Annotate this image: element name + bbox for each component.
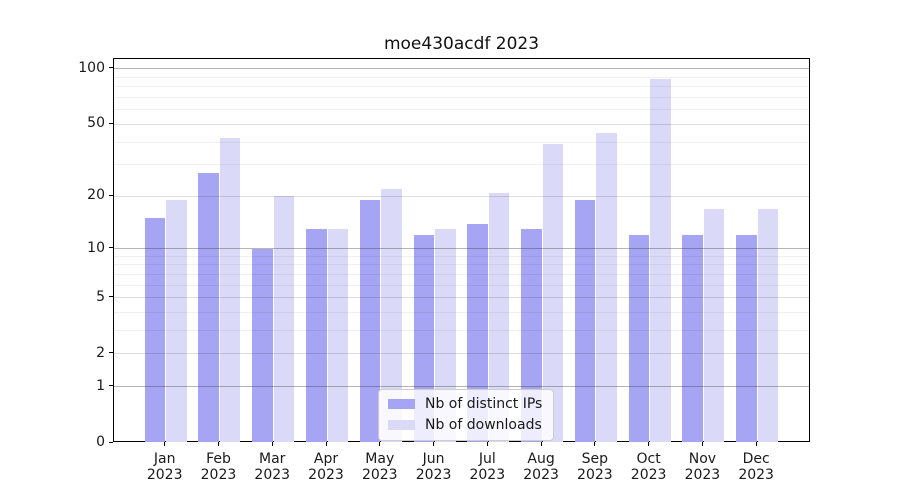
y-tick-label-1: 1: [96, 377, 105, 394]
bar-nb-of-distinct-ips-mar-2023: [252, 248, 273, 442]
legend-item-distinct-ips: Nb of distinct IPs: [388, 395, 542, 413]
x-tick-mark-aug: [540, 442, 542, 446]
y-tick-label-5: 5: [96, 288, 105, 305]
x-tick-label-jul-2023: Jul 2023: [469, 451, 506, 483]
legend-label-downloads: Nb of downloads: [425, 417, 542, 433]
gridline-70: [114, 97, 809, 99]
gridline-6: [114, 284, 809, 286]
gridline-7: [114, 273, 809, 275]
x-tick-label-apr-2023: Apr 2023: [308, 451, 344, 483]
x-tick-label-may-2023: May 2023: [361, 451, 398, 483]
x-tick-label-nov-2023: Nov 2023: [684, 451, 721, 483]
gridline-10: [114, 248, 809, 250]
bar-nb-of-distinct-ips-nov-2023: [682, 235, 703, 442]
bar-nb-of-distinct-ips-apr-2023: [306, 229, 327, 442]
grid-layer: [114, 59, 809, 441]
y-tick-mark-1: [109, 385, 113, 387]
downloads-swatch-icon: [388, 420, 415, 430]
bar-nb-of-distinct-ips-dec-2023: [736, 235, 757, 442]
chart-title: moe430acdf 2023: [383, 34, 540, 54]
gridline-60: [114, 109, 809, 111]
gridline-80: [114, 86, 809, 88]
bar-nb-of-downloads-jul-2023: [488, 192, 510, 442]
gridline-3: [114, 330, 809, 332]
bar-nb-of-downloads-may-2023: [381, 188, 402, 442]
bar-nb-of-downloads-mar-2023: [273, 196, 295, 442]
x-tick-mark-mar: [271, 442, 273, 446]
x-tick-mark-feb: [217, 442, 219, 446]
y-tick-label-50: 50: [87, 115, 105, 132]
x-tick-label-aug-2023: Aug 2023: [523, 451, 559, 483]
bar-nb-of-distinct-ips-jul-2023: [467, 223, 488, 442]
legend-label-distinct-ips: Nb of distinct IPs: [425, 396, 543, 412]
gridline-1: [114, 386, 809, 388]
x-tick-label-mar-2023: Mar 2023: [254, 451, 291, 483]
y-tick-mark-5: [109, 296, 113, 298]
gridline-20: [114, 195, 809, 197]
gridline-2: [114, 353, 809, 355]
bar-nb-of-downloads-nov-2023: [703, 208, 725, 442]
bar-nb-of-distinct-ips-feb-2023: [198, 172, 219, 442]
bar-nb-of-distinct-ips-may-2023: [359, 200, 381, 442]
x-tick-label-feb-2023: Feb 2023: [200, 451, 237, 483]
x-tick-mark-jul: [486, 442, 488, 446]
bar-nb-of-distinct-ips-oct-2023: [628, 235, 650, 442]
gridline-5: [114, 297, 809, 299]
bar-nb-of-downloads-dec-2023: [757, 208, 779, 442]
gridline-100: [114, 68, 809, 70]
gridline-90: [114, 76, 809, 78]
x-tick-label-oct-2023: Oct 2023: [630, 451, 667, 483]
x-tick-mark-jun: [433, 442, 435, 446]
x-tick-label-dec-2023: Dec 2023: [738, 451, 774, 483]
y-tick-mark-0: [109, 441, 113, 443]
gridline-9: [114, 255, 809, 257]
bar-nb-of-distinct-ips-sep-2023: [574, 200, 596, 442]
y-tick-mark-2: [109, 352, 113, 354]
bar-nb-of-downloads-feb-2023: [219, 138, 241, 442]
bar-nb-of-distinct-ips-jan-2023: [144, 218, 166, 442]
bar-nb-of-downloads-oct-2023: [650, 79, 671, 442]
plot-area: Nb of distinct IPs Nb of downloads: [113, 58, 810, 442]
x-tick-label-jan-2023: Jan 2023: [146, 451, 183, 483]
y-tick-label-20: 20: [87, 187, 105, 204]
x-tick-mark-sep: [594, 442, 596, 446]
bar-nb-of-downloads-jun-2023: [435, 229, 456, 442]
x-tick-label-sep-2023: Sep 2023: [577, 451, 613, 483]
x-tick-mark-may: [379, 442, 381, 446]
bar-nb-of-downloads-apr-2023: [327, 229, 348, 442]
bar-nb-of-downloads-jan-2023: [166, 200, 187, 442]
y-tick-label-2: 2: [96, 344, 105, 361]
x-tick-mark-apr: [325, 442, 327, 446]
y-tick-mark-100: [109, 67, 113, 69]
y-tick-mark-50: [109, 122, 113, 124]
x-tick-mark-nov: [701, 442, 703, 446]
gridline-8: [114, 264, 809, 266]
x-tick-label-jun-2023: Jun 2023: [415, 451, 452, 483]
distinct-ips-swatch-icon: [388, 399, 415, 409]
x-tick-mark-dec: [755, 442, 757, 446]
y-tick-label-0: 0: [96, 434, 105, 450]
bar-nb-of-downloads-aug-2023: [542, 144, 564, 442]
y-tick-mark-20: [109, 194, 113, 196]
bar-nb-of-downloads-sep-2023: [596, 132, 617, 442]
x-tick-mark-jan: [164, 442, 166, 446]
legend-item-downloads: Nb of downloads: [388, 416, 542, 434]
gridline-30: [114, 164, 809, 166]
gridline-50: [114, 123, 809, 125]
y-tick-label-10: 10: [87, 239, 105, 256]
legend: Nb of distinct IPs Nb of downloads: [378, 389, 555, 441]
y-tick-label-100: 100: [78, 59, 105, 76]
bars-layer: [114, 59, 809, 442]
gridline-4: [114, 312, 809, 314]
y-tick-mark-10: [109, 247, 113, 249]
gridline-40: [114, 141, 809, 143]
x-tick-mark-oct: [648, 442, 650, 446]
bar-nb-of-distinct-ips-aug-2023: [521, 229, 542, 442]
